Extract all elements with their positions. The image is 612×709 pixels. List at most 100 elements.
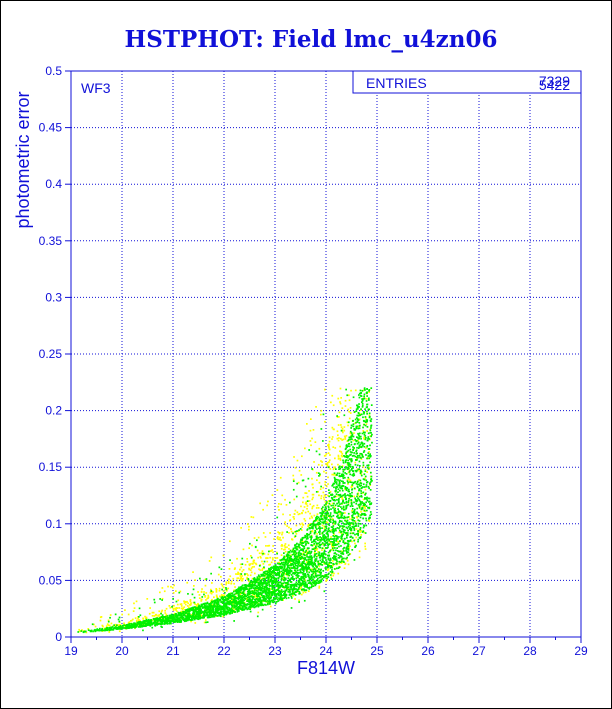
green-point	[338, 497, 340, 500]
yellow-point	[176, 610, 178, 613]
green-point	[297, 564, 300, 566]
green-point	[360, 495, 363, 498]
yellow-point	[269, 556, 271, 559]
green-point	[144, 623, 147, 626]
yellow-point	[365, 398, 368, 400]
green-point	[368, 482, 371, 485]
green-point	[210, 572, 212, 575]
yellow-point	[278, 532, 281, 534]
green-point	[248, 593, 251, 596]
green-point	[352, 435, 355, 438]
green-point	[346, 534, 348, 537]
green-point	[301, 537, 304, 539]
green-point	[329, 570, 332, 573]
green-point	[369, 489, 372, 491]
yellow-point	[328, 459, 331, 462]
green-point	[198, 611, 201, 614]
green-point	[267, 579, 269, 582]
green-point	[358, 498, 360, 501]
yellow-point	[304, 579, 306, 582]
green-point	[353, 487, 356, 490]
green-point	[320, 576, 322, 579]
yellow-point	[239, 593, 242, 596]
green-point	[341, 473, 343, 476]
green-point	[351, 481, 353, 484]
green-point	[318, 523, 321, 525]
green-point	[235, 597, 238, 599]
green-point	[290, 585, 292, 588]
green-point	[340, 485, 343, 488]
green-point	[310, 569, 312, 572]
yellow-point	[254, 595, 256, 597]
green-point	[80, 630, 83, 632]
green-point	[257, 581, 260, 584]
yellow-point	[328, 440, 331, 443]
green-point	[202, 614, 205, 616]
yellow-point	[302, 523, 305, 526]
green-point	[347, 554, 350, 557]
green-point	[314, 570, 316, 573]
green-point	[274, 582, 277, 585]
green-point	[281, 559, 284, 561]
green-point	[265, 594, 268, 597]
yellow-point	[242, 569, 245, 571]
green-point	[334, 543, 337, 546]
yellow-point	[258, 568, 260, 571]
green-point	[277, 577, 280, 579]
green-point	[360, 453, 363, 455]
green-point	[216, 611, 218, 614]
green-point	[77, 631, 80, 633]
green-point	[237, 598, 240, 601]
green-point	[164, 622, 166, 625]
green-point	[368, 454, 371, 457]
green-point	[304, 566, 307, 569]
yellow-point	[151, 611, 154, 614]
yellow-point	[290, 567, 292, 569]
green-point	[258, 595, 260, 598]
green-point	[273, 589, 276, 592]
green-point	[331, 497, 334, 500]
green-point	[366, 481, 368, 484]
yellow-point	[293, 536, 296, 538]
green-point	[187, 609, 189, 612]
green-point	[358, 394, 360, 396]
green-point	[312, 570, 315, 573]
green-point	[336, 527, 339, 529]
green-point	[300, 553, 303, 555]
green-point	[346, 462, 349, 464]
yellow-point	[293, 531, 296, 533]
green-point	[289, 588, 291, 590]
green-point	[361, 402, 364, 405]
yellow-point	[331, 426, 334, 429]
green-point	[338, 505, 340, 507]
green-point	[288, 559, 291, 562]
green-point	[302, 573, 305, 575]
green-point	[341, 552, 343, 555]
green-point	[234, 601, 237, 603]
green-point	[212, 615, 214, 618]
green-point	[286, 567, 288, 570]
green-point	[271, 570, 274, 572]
yellow-point	[298, 469, 301, 472]
green-point	[357, 486, 359, 489]
green-point	[278, 563, 281, 565]
yellow-point	[158, 610, 161, 613]
yellow-point	[219, 595, 221, 598]
green-point	[139, 623, 141, 626]
green-point	[299, 546, 301, 549]
green-point	[148, 624, 150, 626]
green-point	[195, 613, 198, 616]
green-point	[334, 479, 337, 481]
green-point	[350, 460, 353, 463]
green-point	[352, 523, 355, 526]
yellow-point	[318, 587, 321, 589]
green-point	[359, 472, 362, 475]
green-point	[358, 468, 361, 470]
green-point	[325, 525, 328, 528]
green-point	[342, 517, 345, 520]
yellow-point	[210, 588, 212, 591]
green-point	[236, 597, 239, 600]
yellow-point	[331, 565, 334, 568]
yellow-point	[107, 624, 110, 626]
